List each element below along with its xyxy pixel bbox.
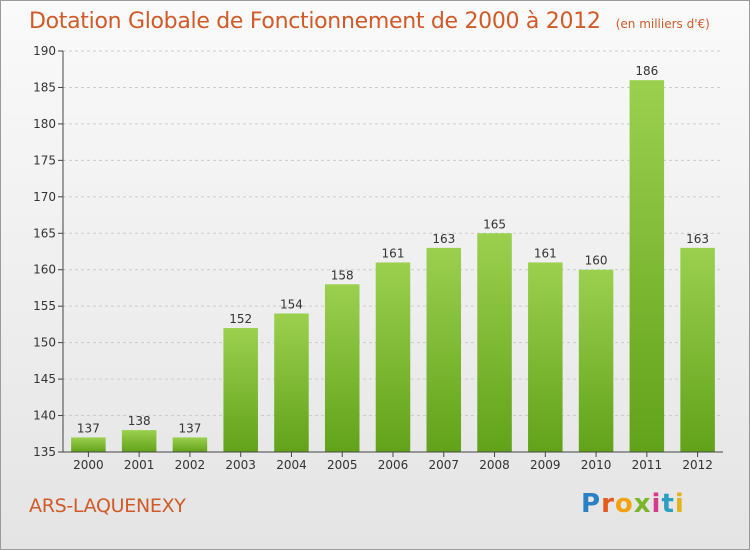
y-tick-label: 140 — [33, 409, 56, 423]
data-label: 161 — [382, 246, 405, 260]
bar-2002 — [172, 437, 208, 452]
x-tick-label: 2008 — [479, 458, 510, 472]
chart-subtitle: (en milliers d'€) — [615, 17, 710, 31]
data-label: 154 — [280, 297, 303, 311]
x-tick-label: 2005 — [327, 458, 358, 472]
x-tick-label: 2004 — [276, 458, 307, 472]
logo-letter: t — [661, 489, 675, 519]
title-row: Dotation Globale de Fonctionnement de 20… — [29, 9, 710, 34]
y-tick-label: 185 — [33, 80, 56, 94]
bar-2000 — [71, 437, 106, 452]
bar-2007 — [426, 247, 462, 452]
bars — [71, 80, 715, 452]
data-label: 160 — [585, 254, 608, 268]
logo-letter: P — [581, 489, 602, 519]
bar-2006 — [375, 262, 411, 452]
y-tick-label: 145 — [33, 372, 56, 386]
y-tick-label: 175 — [33, 153, 56, 167]
y-tick-label: 155 — [33, 299, 56, 313]
y-tick-label: 190 — [33, 44, 56, 58]
x-tick-label: 2011 — [632, 458, 663, 472]
data-label: 137 — [178, 421, 201, 435]
bar-2010 — [578, 269, 614, 452]
logo-letter: i — [674, 489, 685, 519]
bar-2008 — [477, 233, 512, 452]
data-label: 163 — [686, 232, 709, 246]
bar-2009 — [528, 262, 563, 452]
bar-2011 — [629, 80, 665, 452]
y-tick-label: 160 — [33, 263, 56, 277]
y-tick-label: 170 — [33, 190, 56, 204]
logo-letter: x — [633, 489, 652, 519]
data-label: 137 — [77, 421, 100, 435]
logo-letter: r — [601, 489, 615, 519]
y-tick-label: 150 — [33, 336, 56, 350]
bar-2001 — [121, 430, 157, 452]
y-tick-label: 135 — [33, 445, 56, 459]
x-tick-label: 2002 — [175, 458, 206, 472]
data-label: 152 — [229, 312, 252, 326]
x-tick-label: 2010 — [581, 458, 612, 472]
bar-2003 — [223, 328, 258, 452]
x-tick-label: 2001 — [124, 458, 155, 472]
data-label: 163 — [432, 232, 455, 246]
bar-2012 — [680, 247, 715, 452]
data-label: 158 — [331, 268, 354, 282]
y-tick-label: 180 — [33, 117, 56, 131]
x-tick-label: 2012 — [682, 458, 713, 472]
x-tick-label: 2009 — [530, 458, 561, 472]
data-label: 165 — [483, 217, 506, 231]
bar-2005 — [324, 284, 360, 452]
x-tick-label: 2007 — [428, 458, 459, 472]
y-tick-label: 165 — [33, 226, 56, 240]
x-tick-label: 2000 — [73, 458, 104, 472]
bar-2004 — [274, 313, 309, 452]
data-label: 138 — [128, 414, 151, 428]
chart-title: Dotation Globale de Fonctionnement de 20… — [29, 9, 601, 34]
logo-letter: o — [614, 489, 634, 519]
data-labels: 137 138 137 152 154 158 161 163 165 161 160 186 163 — [77, 64, 709, 435]
x-tick-label: 2003 — [225, 458, 256, 472]
data-label: 186 — [635, 64, 658, 78]
proxiti-logo[interactable]: Proxiti — [581, 489, 685, 519]
data-label: 161 — [534, 246, 557, 260]
x-tick-label: 2006 — [378, 458, 409, 472]
axes: 135 140 145 150 155 160 165 170 175 180 185 190 2000… — [33, 44, 723, 472]
commune-name: ARS-LAQUENEXY — [29, 495, 186, 517]
logo-letter: i — [651, 489, 662, 519]
